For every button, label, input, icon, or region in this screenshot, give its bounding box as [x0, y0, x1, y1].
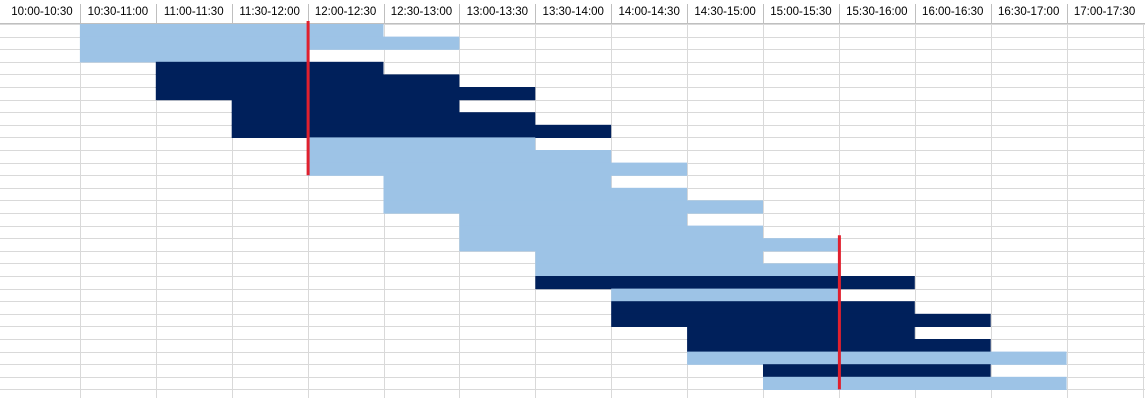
- column-header-label: 14:30-15:00: [694, 6, 755, 18]
- gantt-bar-light: [535, 263, 839, 277]
- gantt-bar-light: [459, 238, 839, 252]
- gantt-bar-light: [79, 36, 460, 50]
- column-header-label: 12:00-12:30: [315, 6, 376, 18]
- gantt-bar-dark: [611, 301, 915, 315]
- gantt-bar-dark: [687, 326, 915, 340]
- column-header-label: 15:30-16:00: [846, 6, 907, 18]
- bar-layer: [79, 24, 1067, 390]
- column-header-label: 11:30-12:00: [239, 6, 300, 18]
- column-header-label: 10:00-10:30: [11, 6, 72, 18]
- gantt-bar-light: [307, 150, 612, 164]
- gantt-bar-dark: [763, 364, 991, 378]
- gantt-bar-light: [687, 351, 1067, 365]
- column-header-label: 14:00-14:30: [618, 6, 679, 18]
- gantt-bar-light: [383, 175, 612, 189]
- gantt-bar-light: [307, 162, 688, 176]
- gantt-bar-light: [79, 49, 308, 63]
- gantt-bar-light: [383, 187, 688, 201]
- gantt-bar-light: [535, 250, 763, 264]
- column-header-label: 10:30-11:00: [88, 6, 149, 18]
- gantt-bar-light: [763, 376, 1067, 390]
- column-header-label: 16:00-16:30: [922, 6, 983, 18]
- gantt-bar-light: [459, 225, 763, 239]
- column-header-label: 12:30-13:00: [391, 6, 452, 18]
- gantt-bar-dark: [231, 112, 536, 126]
- column-header-label: 17:00-17:30: [1074, 6, 1135, 18]
- gantt-bar-dark: [231, 99, 460, 113]
- column-header-label: 13:00-13:30: [467, 6, 528, 18]
- column-header-row: 10:00-10:30 10:30-11:00 11:00-11:30 11:30-1…: [0, 4, 1145, 24]
- gantt-bar-dark: [535, 276, 915, 290]
- column-header-label: 16:30-17:00: [998, 6, 1059, 18]
- gantt-bar-dark: [611, 313, 991, 327]
- gantt-bar-light: [79, 24, 384, 38]
- column-header-label: 15:00-15:30: [770, 6, 831, 18]
- gantt-bar-dark: [231, 124, 612, 138]
- gantt-bar-dark: [155, 87, 536, 101]
- marker-layer: [306, 21, 841, 390]
- column-header-label: 11:00-11:30: [164, 6, 224, 18]
- gantt-bar-light: [459, 213, 688, 227]
- gantt-bar-light: [307, 137, 536, 151]
- column-header-label: 13:30-14:00: [543, 6, 604, 18]
- gantt-bar-light: [611, 288, 839, 302]
- gantt-bar-light: [383, 200, 763, 214]
- gantt-bar-dark: [155, 61, 384, 75]
